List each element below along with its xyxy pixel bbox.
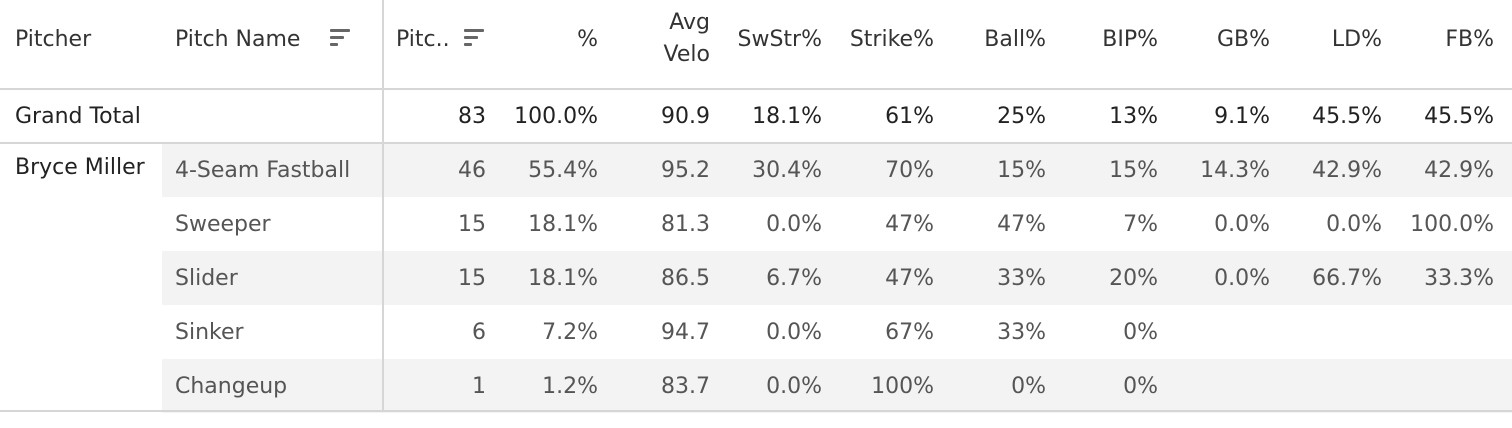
grand-total-label: Grand Total — [15, 104, 141, 129]
pitches-cell: 6 — [472, 320, 486, 345]
row-band — [162, 359, 1512, 413]
avg-velo-cell: 81.3 — [661, 212, 710, 237]
swstr-cell: 30.4% — [752, 158, 822, 183]
ld-cell: 42.9% — [1312, 158, 1382, 183]
ball-cell: 33% — [997, 320, 1046, 345]
bip-cell: 0% — [1123, 320, 1158, 345]
ld-cell: 66.7% — [1312, 266, 1382, 291]
swstr-cell: 0.0% — [766, 320, 822, 345]
grand-total-avg-velo: 90.9 — [661, 104, 710, 129]
grand-total-swstr: 18.1% — [752, 104, 822, 129]
swstr-cell: 6.7% — [766, 266, 822, 291]
grand-total-fb: 45.5% — [1424, 104, 1494, 129]
row-band — [162, 251, 1512, 305]
ball-cell: 0% — [1011, 374, 1046, 399]
gb-cell: 14.3% — [1200, 158, 1270, 183]
sort-descending-icon[interactable] — [464, 29, 484, 47]
grand-total-gb: 9.1% — [1214, 104, 1270, 129]
strike-cell: 67% — [885, 320, 934, 345]
header-pitch-name[interactable]: Pitch Name — [175, 27, 301, 52]
strike-cell: 47% — [885, 212, 934, 237]
pitches-cell: 1 — [472, 374, 486, 399]
header-swstr[interactable]: SwStr% — [737, 27, 823, 52]
pitch-name-cell[interactable]: 4-Seam Fastball — [175, 158, 351, 183]
row-header-divider — [382, 0, 384, 412]
strike-cell: 100% — [871, 374, 934, 399]
percent-cell: 7.2% — [542, 320, 598, 345]
ball-cell: 33% — [997, 266, 1046, 291]
pitches-cell: 15 — [458, 266, 486, 291]
header-pitcher[interactable]: Pitcher — [15, 27, 92, 52]
header-avg-velo-line1[interactable]: Avg — [669, 10, 710, 35]
header-gb[interactable]: GB% — [1216, 27, 1270, 52]
gb-cell: 0.0% — [1214, 266, 1270, 291]
header-divider — [0, 88, 1512, 90]
ball-cell: 15% — [997, 158, 1046, 183]
pitches-cell: 15 — [458, 212, 486, 237]
avg-velo-cell: 94.7 — [661, 320, 710, 345]
pitcher-name[interactable]: Bryce Miller — [15, 155, 145, 180]
grand-total-ball: 25% — [997, 104, 1046, 129]
pitch-name-cell[interactable]: Slider — [175, 266, 238, 291]
swstr-cell: 0.0% — [766, 374, 822, 399]
header-avg-velo-line2[interactable]: Velo — [663, 42, 710, 67]
table-bottom-divider — [0, 410, 1512, 412]
percent-cell: 18.1% — [528, 266, 598, 291]
total-divider — [0, 142, 1512, 144]
pitches-cell: 46 — [458, 158, 486, 183]
row-band — [162, 143, 1512, 197]
avg-velo-cell: 86.5 — [661, 266, 710, 291]
fb-cell: 33.3% — [1424, 266, 1494, 291]
grand-total-bip: 13% — [1109, 104, 1158, 129]
percent-cell: 55.4% — [528, 158, 598, 183]
grand-total-ld: 45.5% — [1312, 104, 1382, 129]
grand-total-strike: 61% — [885, 104, 934, 129]
bip-cell: 15% — [1109, 158, 1158, 183]
grand-total-percent: 100.0% — [514, 104, 598, 129]
gb-cell: 0.0% — [1214, 212, 1270, 237]
grand-total-pitches: 83 — [458, 104, 486, 129]
bip-cell: 0% — [1123, 374, 1158, 399]
fb-cell: 42.9% — [1424, 158, 1494, 183]
ld-cell: 0.0% — [1326, 212, 1382, 237]
bip-cell: 7% — [1123, 212, 1158, 237]
swstr-cell: 0.0% — [766, 212, 822, 237]
percent-cell: 18.1% — [528, 212, 598, 237]
header-ld[interactable]: LD% — [1331, 27, 1382, 52]
header-fb[interactable]: FB% — [1445, 27, 1494, 52]
pitch-name-cell[interactable]: Changeup — [175, 374, 288, 399]
bip-cell: 20% — [1109, 266, 1158, 291]
percent-cell: 1.2% — [542, 374, 598, 399]
header-pitches[interactable]: Pitc.. — [396, 27, 450, 52]
avg-velo-cell: 95.2 — [661, 158, 710, 183]
header-ball[interactable]: Ball% — [984, 27, 1046, 52]
header-strike[interactable]: Strike% — [849, 27, 934, 52]
fb-cell: 100.0% — [1410, 212, 1494, 237]
avg-velo-cell: 83.7 — [661, 374, 710, 399]
sort-descending-icon[interactable] — [330, 29, 350, 47]
header-percent[interactable]: % — [577, 27, 598, 52]
pitch-name-cell[interactable]: Sinker — [175, 320, 244, 345]
strike-cell: 70% — [885, 158, 934, 183]
header-bip[interactable]: BIP% — [1102, 27, 1158, 52]
ball-cell: 47% — [997, 212, 1046, 237]
strike-cell: 47% — [885, 266, 934, 291]
pitch-name-cell[interactable]: Sweeper — [175, 212, 271, 237]
